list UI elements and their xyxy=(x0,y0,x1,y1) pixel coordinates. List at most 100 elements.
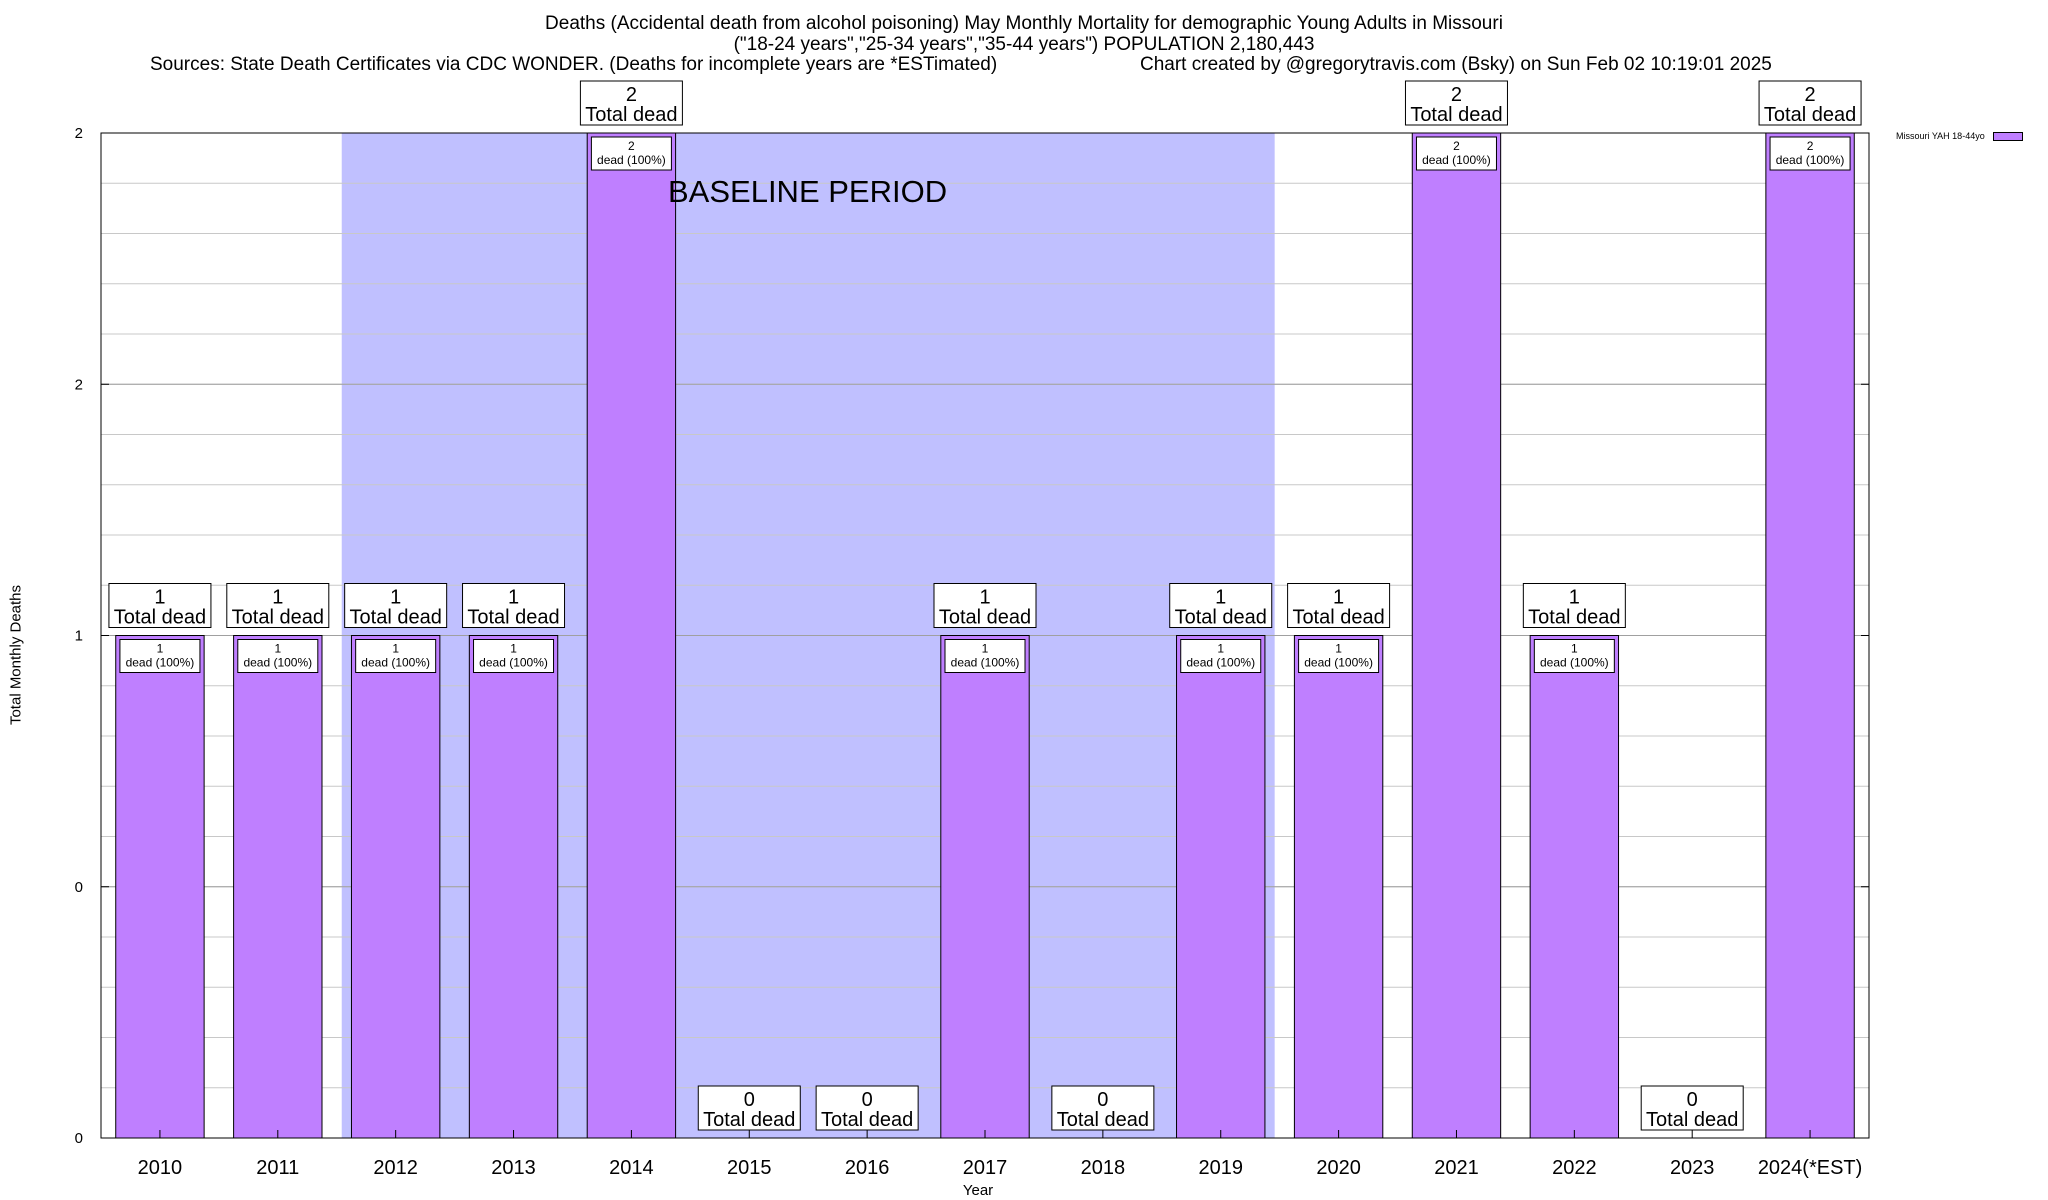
total-label-text: Total dead xyxy=(1528,607,1620,629)
total-label-box xyxy=(1404,80,1508,126)
x-tick-label: 2015 xyxy=(727,1157,772,1179)
total-label-text: Total dead xyxy=(1292,607,1384,629)
total-label-box xyxy=(226,583,330,628)
total-label-text: Total dead xyxy=(1646,1109,1738,1131)
inner-label-text: dead (100%) xyxy=(1422,153,1491,167)
x-tick-label: 2024(*EST) xyxy=(1758,1157,1863,1179)
total-label-box xyxy=(933,583,1037,628)
total-label-text: Total dead xyxy=(585,104,677,126)
chart-source-note: Sources: State Death Certificates via CD… xyxy=(150,54,998,75)
chart-credit: Chart created by @gregorytravis.com (Bsk… xyxy=(1140,54,1772,75)
total-label-text: Total dead xyxy=(232,607,324,629)
x-tick-label: 2013 xyxy=(491,1157,536,1179)
y-tick-label: 2 xyxy=(75,125,83,142)
total-label-text: Total dead xyxy=(821,1109,913,1131)
x-tick-label: 2017 xyxy=(963,1157,1008,1179)
total-label-count: 2 xyxy=(626,84,637,106)
x-tick-label: 2019 xyxy=(1198,1157,1243,1179)
inner-label-box xyxy=(1415,136,1497,171)
total-label-box xyxy=(108,583,212,628)
inner-label-text: dead (100%) xyxy=(126,656,195,670)
x-tick-label: 2011 xyxy=(256,1157,299,1179)
inner-label-box xyxy=(1533,639,1615,673)
inner-label-count: 1 xyxy=(510,642,517,656)
inner-label-count: 1 xyxy=(392,642,399,656)
inner-label-count: 1 xyxy=(1571,642,1578,656)
legend-entry-label: Missouri YAH 18-44yo xyxy=(1896,131,1985,141)
y-tick-label: 0 xyxy=(75,1130,83,1147)
chart-subtitle: ("18-24 years","25-34 years","35-44 year… xyxy=(733,34,1315,55)
y-tick-label: 1 xyxy=(75,628,83,645)
total-label-count: 1 xyxy=(154,587,165,609)
inner-label-box xyxy=(1769,136,1851,171)
bar xyxy=(1293,635,1384,1139)
total-label-box xyxy=(344,583,448,628)
inner-label-count: 1 xyxy=(1335,642,1342,656)
total-label-count: 1 xyxy=(508,587,519,609)
legend-swatch xyxy=(1992,131,2023,141)
total-label-box xyxy=(462,583,566,628)
x-tick-label: 2018 xyxy=(1081,1157,1126,1179)
bar xyxy=(233,635,323,1139)
inner-label-text: dead (100%) xyxy=(597,153,666,167)
total-label-count: 0 xyxy=(1097,1089,1108,1111)
bar xyxy=(1765,132,1855,1139)
x-tick-label: 2022 xyxy=(1552,1157,1597,1179)
x-tick-label: 2023 xyxy=(1670,1157,1715,1179)
total-label-text: Total dead xyxy=(1764,104,1856,126)
total-label-text: Total dead xyxy=(703,1109,795,1131)
bar xyxy=(1176,635,1266,1139)
inner-label-count: 1 xyxy=(1217,642,1224,656)
inner-label-text: dead (100%) xyxy=(361,656,430,670)
bar xyxy=(1411,132,1502,1139)
inner-label-text: dead (100%) xyxy=(1540,656,1609,670)
baseline-period-label: BASELINE PERIOD xyxy=(668,174,948,209)
bar xyxy=(1529,635,1620,1139)
total-label-count: 2 xyxy=(1805,84,1816,106)
total-label-count: 1 xyxy=(390,587,401,609)
inner-label-box xyxy=(944,639,1026,673)
inner-label-count: 1 xyxy=(157,642,164,656)
inner-label-count: 2 xyxy=(1807,139,1814,153)
total-label-count: 2 xyxy=(1451,84,1462,106)
inner-label-count: 1 xyxy=(274,642,281,656)
total-label-count: 1 xyxy=(272,587,283,609)
total-label-box xyxy=(1640,1085,1744,1131)
chart-title: Deaths (Accidental death from alcohol po… xyxy=(545,13,1503,34)
x-tick-label: 2020 xyxy=(1316,1157,1361,1179)
total-label-text: Total dead xyxy=(1410,104,1502,126)
total-label-count: 0 xyxy=(862,1089,873,1111)
y-axis-label: Total Monthly Deaths xyxy=(7,584,25,726)
total-label-count: 1 xyxy=(1215,587,1226,609)
y-tick-label: 0 xyxy=(75,879,83,896)
total-label-box xyxy=(1169,583,1273,628)
total-label-count: 1 xyxy=(1569,587,1580,609)
inner-label-text: dead (100%) xyxy=(1186,656,1255,670)
y-tick-label: 2 xyxy=(75,376,83,393)
total-label-box xyxy=(1287,583,1391,628)
total-label-count: 1 xyxy=(979,587,990,609)
inner-label-box xyxy=(590,136,672,171)
bar xyxy=(115,635,205,1139)
plot-frame xyxy=(100,132,1870,1139)
total-label-box xyxy=(1758,80,1862,126)
bar xyxy=(468,635,559,1139)
total-label-count: 0 xyxy=(1687,1089,1698,1111)
total-label-text: Total dead xyxy=(939,607,1031,629)
total-label-box xyxy=(1051,1085,1155,1131)
x-tick-label: 2021 xyxy=(1434,1157,1479,1179)
total-label-text: Total dead xyxy=(1057,1109,1149,1131)
inner-label-box xyxy=(119,639,201,673)
inner-label-text: dead (100%) xyxy=(951,656,1020,670)
total-label-text: Total dead xyxy=(114,607,206,629)
inner-label-text: dead (100%) xyxy=(1304,656,1373,670)
total-label-text: Total dead xyxy=(467,607,559,629)
inner-label-box xyxy=(473,639,555,673)
inner-label-text: dead (100%) xyxy=(479,656,548,670)
inner-label-text: dead (100%) xyxy=(1776,153,1845,167)
total-label-box xyxy=(815,1085,919,1131)
total-label-count: 1 xyxy=(1333,587,1344,609)
inner-label-count: 2 xyxy=(1453,139,1460,153)
x-tick-label: 2016 xyxy=(845,1157,890,1179)
